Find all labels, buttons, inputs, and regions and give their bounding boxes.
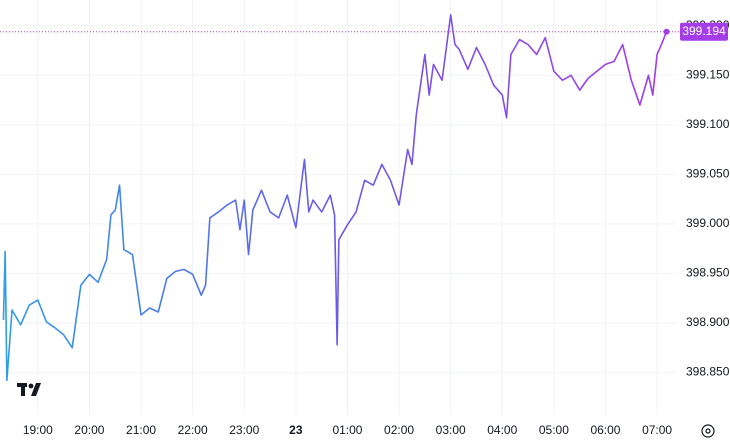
last-value-label: 399.194 xyxy=(682,24,726,38)
last-point xyxy=(663,28,670,35)
price-line xyxy=(2,14,668,382)
y-tick-label: 399.150 xyxy=(686,67,730,81)
last-value-tag xyxy=(680,22,728,41)
x-tick-label: 04:00 xyxy=(487,423,517,437)
y-tick-label: 399.100 xyxy=(686,117,730,131)
x-tick-label: 03:00 xyxy=(436,423,466,437)
y-tick-label: 398.950 xyxy=(686,266,730,280)
x-tick-label: 05:00 xyxy=(539,423,569,437)
x-tick-label: 01:00 xyxy=(332,423,362,437)
logo xyxy=(17,383,41,396)
x-tick-label: 19:00 xyxy=(23,423,53,437)
y-tick-label: 398.850 xyxy=(686,365,730,379)
x-tick-label: 07:00 xyxy=(642,423,672,437)
x-tick-label: 23:00 xyxy=(229,423,259,437)
x-tick-label: 06:00 xyxy=(590,423,620,437)
settings-button[interactable] xyxy=(701,424,715,438)
x-tick-label: 02:00 xyxy=(384,423,414,437)
y-tick-label: 398.900 xyxy=(686,315,730,329)
x-tick-label: 21:00 xyxy=(126,423,156,437)
y-tick-label: 399.050 xyxy=(686,166,730,180)
y-tick-label: 399.000 xyxy=(686,216,730,230)
x-tick-label: 23 xyxy=(289,423,303,437)
x-tick-label: 20:00 xyxy=(74,423,104,437)
x-tick-label: 22:00 xyxy=(178,423,208,437)
